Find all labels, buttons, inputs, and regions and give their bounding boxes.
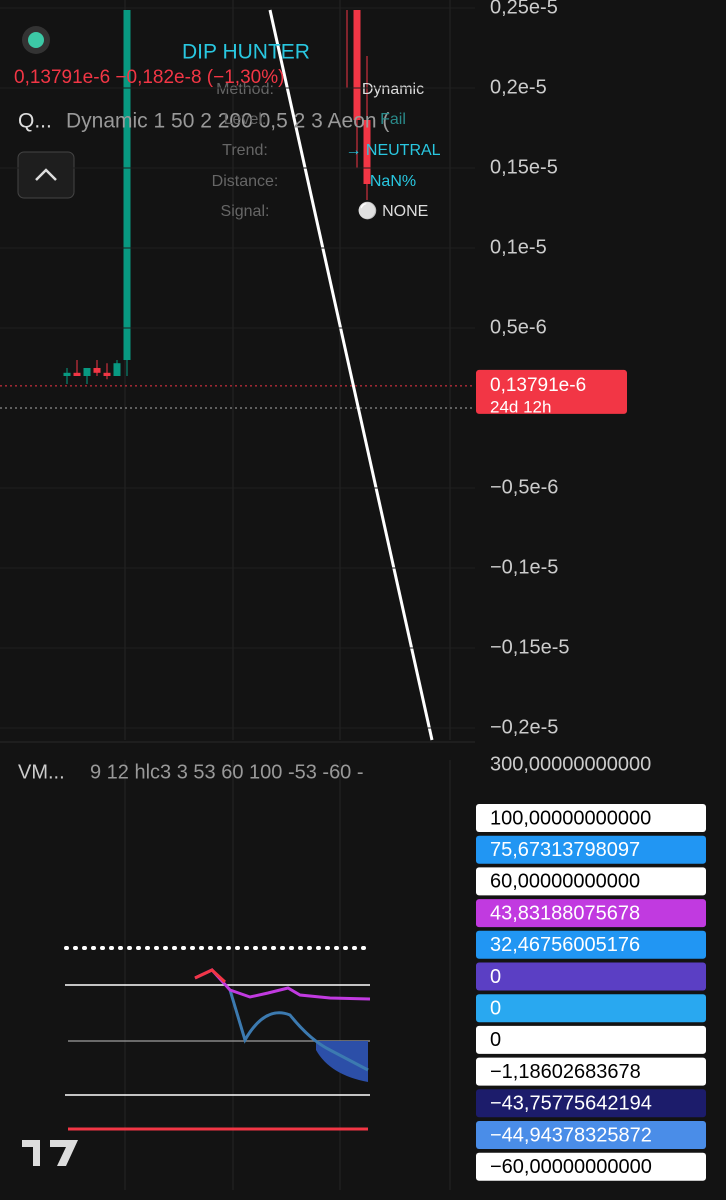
y-tick-label: −0,1e-5 — [490, 556, 558, 578]
oscillator-plot — [64, 946, 372, 1131]
value-box — [476, 899, 706, 928]
candle-body — [83, 368, 91, 376]
table-value: NaN% — [370, 173, 416, 190]
chevron-icon — [35, 168, 57, 181]
table-value: ⚪ NONE — [358, 201, 429, 220]
table-key: Level: — [224, 111, 267, 128]
candle-body — [113, 363, 121, 376]
y-tick-label: −0,2e-5 — [490, 716, 558, 738]
candle-body — [63, 372, 71, 376]
value-box — [476, 962, 706, 991]
value-box-label: 75,67313798097 — [490, 839, 640, 861]
value-box — [476, 1152, 706, 1181]
value-box-label: 0 — [490, 1029, 501, 1051]
collapse-button[interactable] — [17, 151, 75, 199]
value-box — [476, 1089, 706, 1118]
candle-body — [353, 10, 361, 120]
logo — [22, 1140, 78, 1166]
table-key: Distance: — [212, 173, 279, 190]
value-box — [476, 804, 706, 832]
candle-body — [93, 368, 101, 373]
value-box-label: −43,75775642194 — [490, 1093, 652, 1115]
table-value: Fail — [380, 111, 406, 128]
value-boxes: 100,00000000000 75,67313798097 60,00000000… — [476, 804, 706, 1181]
table-value: Dynamic — [362, 81, 424, 98]
y-tick-label: 0,1e-5 — [490, 236, 547, 258]
y-tick-label: 0,5e-6 — [490, 316, 547, 338]
value-box — [476, 994, 706, 1023]
candle-body — [123, 10, 131, 360]
oscillator-name[interactable]: VM... — [18, 761, 65, 783]
symbol[interactable]: Q... — [18, 110, 52, 133]
oscillator-params: 9 12 hlc3 3 53 60 100 -53 -60 - — [90, 761, 364, 783]
last-price-box — [476, 369, 627, 414]
value-box-label: 0 — [490, 966, 501, 988]
candle-body — [73, 372, 81, 376]
value-box-label: −60,00000000000 — [490, 1156, 652, 1178]
info-table: Method: Dynamic Level: Fail Trend: → NEU… — [212, 81, 441, 220]
indicator-title: DIP HUNTER — [182, 41, 310, 64]
value-box — [476, 930, 706, 959]
oscillator-top-label: 300,00000000000 — [490, 753, 651, 775]
table-key: Signal: — [221, 203, 270, 220]
countdown: 24d 12h — [490, 397, 551, 416]
value-box-label: 60,00000000000 — [490, 871, 640, 893]
candle-body — [363, 120, 371, 184]
value-box-label: −1,18602683678 — [490, 1061, 641, 1083]
value-box-label: 100,00000000000 — [490, 807, 651, 829]
value-box — [476, 1057, 706, 1086]
table-key: Trend: — [222, 142, 268, 159]
y-tick-label: 0,2e-5 — [490, 76, 547, 98]
status-dot — [28, 32, 44, 48]
value-box-label: −44,94378325872 — [490, 1124, 652, 1146]
y-tick-label: −0,15e-5 — [490, 636, 570, 658]
value-box — [476, 1025, 706, 1054]
y-tick-label: 0,25e-5 — [490, 0, 558, 18]
value-box-label: 0 — [490, 997, 501, 1019]
value-box-label: 32,46756005176 — [490, 934, 640, 956]
table-key: Method: — [216, 81, 274, 98]
value-box — [476, 835, 706, 864]
value-box — [476, 1121, 706, 1149]
trend-line — [268, 9, 434, 741]
candles — [63, 10, 371, 384]
value-box — [476, 867, 706, 896]
y-tick-label: −0,5e-6 — [490, 476, 558, 498]
value-box-label: 43,83188075678 — [490, 902, 640, 924]
indicator-params: Dynamic 1 50 2 200 0,5 2 3 Aeon ( — [66, 110, 389, 133]
last-price-label: 0,13791e-6 — [490, 375, 586, 396]
y-tick-label: 0,15e-5 — [490, 156, 558, 178]
table-value: → NEUTRAL — [345, 142, 440, 159]
price-change: 0,13791e-6 −0,182e-8 (−1,30%) — [14, 67, 284, 88]
candle-body — [103, 372, 111, 376]
